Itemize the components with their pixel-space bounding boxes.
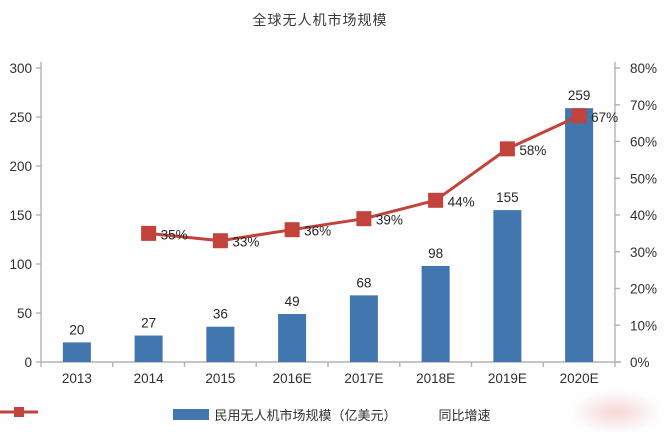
- legend-label-growth-rate: 同比增速: [438, 408, 491, 423]
- bar-series-swatch-icon: [173, 409, 210, 420]
- bar-value-label: 259: [568, 88, 591, 103]
- right-axis-tick-label: 50%: [630, 171, 657, 186]
- legend-item-growth-rate: 同比增速: [0, 405, 491, 424]
- x-axis-label: 2016E: [273, 371, 312, 386]
- left-axis-tick-label: 0: [24, 355, 32, 370]
- bar: [134, 335, 163, 362]
- bar: [349, 295, 378, 362]
- x-axis-label: 2019E: [488, 371, 527, 386]
- line-point-label: 36%: [304, 224, 331, 239]
- right-axis-tick-label: 20%: [630, 282, 657, 297]
- legend-label-market-size: 民用无人机市场规模（亿美元）: [214, 408, 397, 423]
- right-axis-tick-label: 30%: [630, 245, 657, 260]
- line-point-label: 39%: [376, 213, 403, 228]
- bar-value-label: 155: [496, 190, 519, 205]
- chart-title: 全球无人机市场规模: [252, 12, 388, 28]
- x-axis-label: 2014: [134, 371, 165, 386]
- bar-value-label: 36: [213, 307, 228, 322]
- x-axis-label: 2017E: [344, 371, 383, 386]
- right-axis-tick-label: 40%: [630, 208, 657, 223]
- right-axis-tick-label: 70%: [630, 98, 657, 113]
- line-marker: [571, 108, 587, 124]
- legend-item-market-size: 民用无人机市场规模（亿美元）: [173, 405, 397, 424]
- right-axis-tick-label: 80%: [630, 61, 657, 76]
- bar-value-label: 20: [69, 322, 84, 337]
- line-marker: [212, 233, 228, 249]
- bar-value-label: 27: [141, 316, 156, 331]
- bar-value-label: 49: [285, 294, 300, 309]
- left-axis-tick-label: 150: [9, 208, 32, 223]
- bar: [278, 313, 307, 362]
- line-marker: [499, 141, 515, 157]
- bar: [421, 265, 450, 362]
- line-series-swatch-icon: [0, 407, 38, 417]
- left-axis-tick-label: 50: [17, 306, 32, 321]
- line-marker: [284, 222, 300, 238]
- line-marker: [141, 225, 157, 241]
- line-marker: [428, 192, 444, 208]
- x-axis-label: 2020E: [560, 371, 599, 386]
- right-axis-tick-label: 0%: [630, 355, 650, 370]
- chart-plot-area: 0 50 100 150 200 250 300 0% 10% 20% 30% 40% 50% 60% 70…: [9, 61, 657, 386]
- bar: [206, 326, 235, 362]
- x-axis-label: 2013: [62, 371, 92, 386]
- x-axis-label: 2015: [205, 371, 235, 386]
- line-point-label: 44%: [448, 194, 475, 209]
- left-axis-tick-label: 200: [9, 159, 32, 174]
- line-point-label: 33%: [232, 235, 259, 250]
- line-point-label: 35%: [161, 227, 188, 242]
- bar: [62, 342, 91, 362]
- left-axis-tick-label: 100: [9, 257, 32, 272]
- left-axis-tick-label: 250: [9, 110, 32, 125]
- line-point-label: 67%: [591, 110, 618, 125]
- bar-value-label: 68: [356, 275, 371, 290]
- line-point-label: 58%: [519, 143, 546, 158]
- bar: [493, 210, 522, 362]
- right-axis-tick-label: 60%: [630, 135, 657, 150]
- x-axis-label: 2018E: [416, 371, 455, 386]
- line-marker: [356, 211, 372, 227]
- left-axis-tick-label: 300: [9, 61, 32, 76]
- bar-value-label: 98: [428, 246, 443, 261]
- chart-legend: 民用无人机市场规模（亿美元） 同比增速: [0, 405, 664, 424]
- bar: [565, 108, 594, 363]
- right-axis-tick-label: 10%: [630, 318, 657, 333]
